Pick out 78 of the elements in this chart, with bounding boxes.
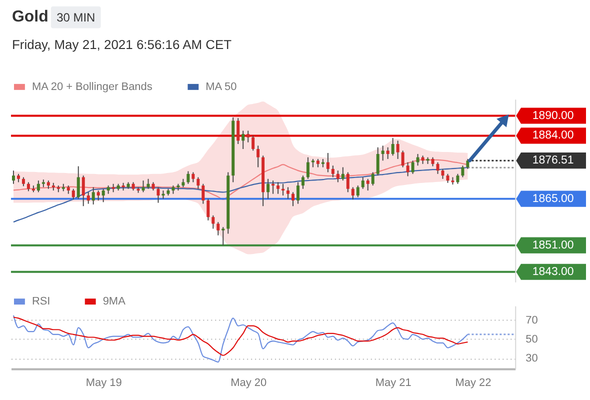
y-tick-label: 50 bbox=[526, 334, 538, 346]
candlestick bbox=[36, 180, 40, 193]
x-tick-label: May 19 bbox=[86, 377, 122, 390]
line-series bbox=[12, 314, 468, 363]
candlestick bbox=[346, 172, 350, 193]
candlestick bbox=[286, 186, 290, 200]
x-tick-label: May 22 bbox=[455, 377, 492, 390]
candlestick bbox=[466, 158, 470, 170]
y-tick-label: 70 bbox=[526, 314, 538, 327]
candlestick bbox=[72, 188, 75, 200]
ref-line-label: 1843.00 bbox=[532, 266, 574, 278]
candlestick bbox=[401, 150, 404, 168]
candlestick bbox=[236, 118, 240, 145]
candlestick bbox=[212, 214, 215, 230]
candlestick bbox=[376, 146, 380, 176]
candlestick bbox=[386, 146, 390, 160]
legend-label: MA 50 bbox=[206, 80, 237, 93]
chart-title: Gold bbox=[12, 8, 48, 26]
candlestick bbox=[216, 222, 220, 236]
ref-line-label: 1890.00 bbox=[532, 110, 574, 122]
candlestick bbox=[282, 183, 285, 196]
candlestick bbox=[331, 165, 334, 178]
candlestick bbox=[96, 190, 100, 201]
candlestick bbox=[222, 226, 225, 246]
candlestick bbox=[356, 185, 360, 198]
candlestick bbox=[272, 180, 275, 194]
legend-label: RSI bbox=[32, 296, 50, 308]
candlestick bbox=[456, 173, 460, 184]
candlestick bbox=[192, 172, 195, 183]
candlestick bbox=[242, 130, 245, 150]
candlestick bbox=[246, 130, 250, 143]
text: 30 MIN bbox=[56, 10, 96, 24]
candlestick bbox=[411, 160, 414, 174]
x-tick-label: May 21 bbox=[375, 377, 412, 390]
legend-label: MA 20 + Bollinger Bands bbox=[32, 80, 153, 93]
candlestick bbox=[82, 175, 85, 207]
chart-subtitle: Friday, May 21, 2021 6:56:16 AM CET bbox=[12, 37, 232, 52]
candlestick bbox=[292, 192, 294, 207]
candlestick bbox=[266, 178, 270, 200]
candlestick bbox=[351, 186, 354, 200]
candlestick bbox=[252, 135, 255, 152]
candlestick bbox=[276, 182, 280, 194]
candlestick bbox=[406, 162, 410, 177]
candlestick bbox=[336, 170, 340, 183]
candlestick bbox=[206, 198, 210, 221]
candlestick bbox=[76, 166, 80, 200]
candlestick bbox=[461, 165, 464, 178]
candlestick bbox=[186, 170, 190, 184]
x-tick-label: May 20 bbox=[230, 377, 267, 390]
y-tick-label: 30 bbox=[526, 352, 538, 365]
candlestick bbox=[381, 145, 384, 162]
candlestick bbox=[196, 176, 200, 190]
candlestick bbox=[301, 175, 304, 190]
ref-line-label: 1884.00 bbox=[532, 130, 574, 142]
candlestick bbox=[296, 182, 300, 204]
candlestick bbox=[326, 152, 330, 173]
ref-line-label: 1865.00 bbox=[532, 192, 574, 205]
candlestick bbox=[202, 183, 205, 204]
candlestick bbox=[436, 162, 440, 174]
candlestick bbox=[396, 140, 400, 160]
candlestick bbox=[361, 176, 364, 190]
candlestick bbox=[12, 170, 15, 184]
candlestick bbox=[416, 153, 420, 166]
candlestick bbox=[391, 138, 394, 156]
candlestick bbox=[341, 166, 344, 182]
candlestick bbox=[156, 186, 160, 204]
candlestick bbox=[86, 192, 90, 204]
legend-label: 9MA bbox=[102, 296, 126, 308]
candlestick bbox=[306, 156, 310, 180]
ref-line-label: 1851.00 bbox=[532, 239, 574, 252]
candlestick bbox=[102, 188, 105, 203]
candlestick bbox=[142, 180, 145, 193]
candlestick bbox=[366, 178, 370, 192]
line-series bbox=[12, 316, 468, 356]
candlestick bbox=[371, 172, 374, 186]
candlestick bbox=[256, 145, 260, 168]
ref-line-label: 1876.51 bbox=[532, 154, 574, 167]
candlestick bbox=[92, 186, 95, 205]
